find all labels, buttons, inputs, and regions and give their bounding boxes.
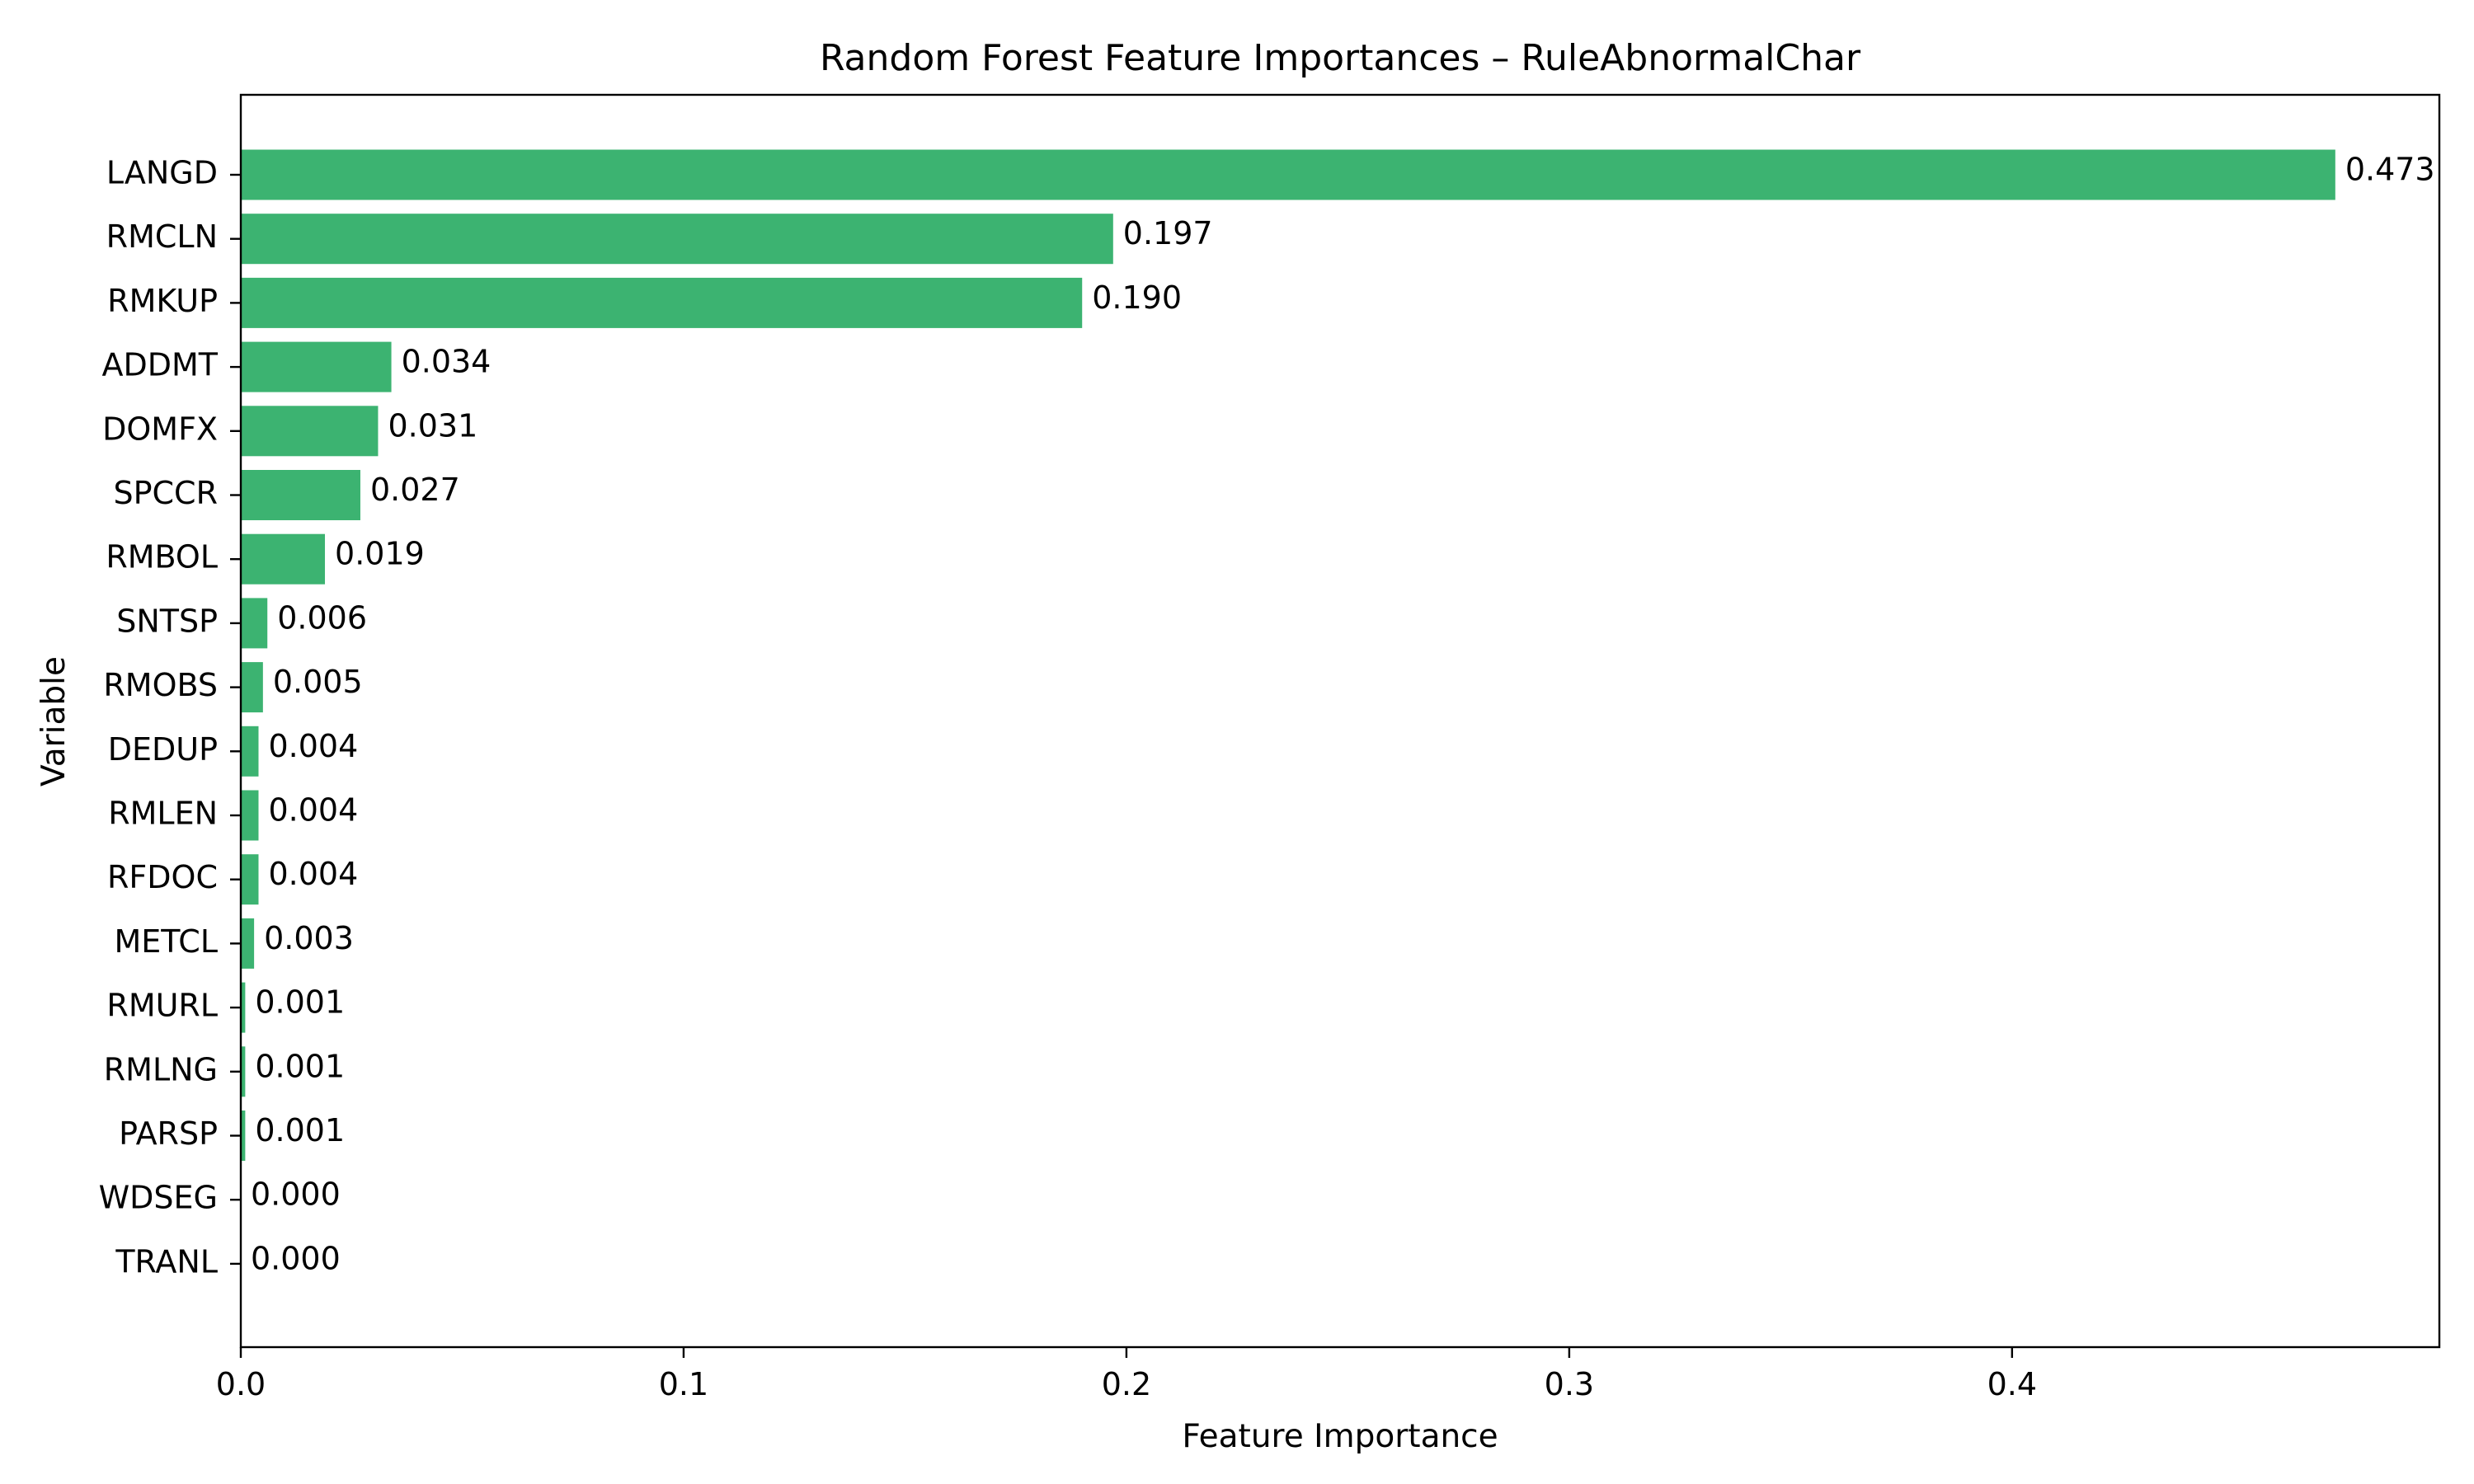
y-tick-label-rmobs: RMOBS — [103, 667, 218, 703]
value-label-dedup: 0.004 — [268, 728, 358, 764]
y-tick-label-wdseg: WDSEG — [99, 1180, 218, 1216]
value-label-rmkup: 0.190 — [1092, 279, 1182, 316]
value-label-sntsp: 0.006 — [277, 599, 367, 636]
y-tick-label-dedup: DEDUP — [108, 731, 218, 768]
y-axis-label: Variable — [35, 656, 73, 787]
bars-layer — [241, 149, 2335, 1161]
value-label-tranl: 0.000 — [251, 1240, 341, 1276]
y-tick-label-rmurl: RMURL — [106, 988, 218, 1024]
x-tick-label-3: 0.3 — [1545, 1366, 1594, 1402]
bar-dedup — [241, 726, 259, 777]
value-label-rmlen: 0.004 — [268, 792, 358, 829]
value-label-domfx: 0.031 — [388, 407, 477, 444]
y-tick-label-parsp: PARSP — [119, 1115, 218, 1152]
value-label-rmobs: 0.005 — [273, 664, 363, 700]
x-axis-label: Feature Importance — [1182, 1418, 1498, 1455]
value-label-parsp: 0.001 — [255, 1112, 345, 1148]
bar-sntsp — [241, 598, 268, 649]
y-tick-label-rmlng: RMLNG — [104, 1051, 218, 1087]
value-label-metcl: 0.003 — [264, 920, 354, 956]
y-tick-label-metcl: METCL — [115, 923, 219, 960]
y-tick-label-domfx: DOMFX — [102, 411, 218, 447]
x-tick-label-4: 0.4 — [1987, 1366, 2037, 1402]
bar-domfx — [241, 406, 379, 457]
value-label-wdseg: 0.000 — [251, 1176, 341, 1213]
bar-rmbol — [241, 533, 326, 585]
bar-metcl — [241, 918, 255, 969]
y-tick-label-tranl: TRANL — [115, 1243, 218, 1280]
value-label-rfdoc: 0.004 — [268, 856, 358, 892]
y-tick-label-rmkup: RMKUP — [107, 283, 218, 319]
value-label-rmlng: 0.001 — [255, 1048, 345, 1084]
bar-rfdoc — [241, 854, 259, 905]
value-label-addmt: 0.034 — [402, 344, 492, 380]
y-tick-label-langd: LANGD — [106, 155, 218, 191]
chart-title: Random Forest Feature Importances – Rule… — [820, 37, 1861, 79]
y-tick-label-addmt: ADDMT — [101, 347, 218, 383]
value-label-rmcln: 0.197 — [1123, 215, 1213, 251]
y-tick-label-rmcln: RMCLN — [106, 218, 218, 255]
y-tick-label-rmlen: RMLEN — [108, 796, 218, 832]
bar-spccr — [241, 470, 360, 520]
bar-rmlen — [241, 790, 259, 841]
bar-rmobs — [241, 662, 263, 713]
bar-rmurl — [241, 982, 246, 1033]
value-labels-layer: 0.473 0.197 0.190 0.034 0.031 0.027 0.019 0.006… — [251, 152, 2435, 1277]
x-tick-label-1: 0.1 — [659, 1366, 708, 1402]
y-axis: LANGD RMCLN RMKUP ADDMT DOMFX SPCCR RMBOL SNTSP… — [99, 155, 241, 1280]
value-label-spccr: 0.027 — [370, 472, 460, 508]
bar-rmcln — [241, 214, 1113, 265]
bar-addmt — [241, 341, 392, 392]
bar-rmlng — [241, 1046, 246, 1097]
x-tick-label-0: 0.0 — [216, 1366, 266, 1402]
y-tick-label-sntsp: SNTSP — [116, 603, 218, 639]
value-label-langd: 0.473 — [2345, 152, 2435, 188]
x-tick-label-2: 0.2 — [1102, 1366, 1151, 1402]
y-tick-label-spccr: SPCCR — [113, 475, 218, 511]
value-label-rmurl: 0.001 — [255, 984, 345, 1021]
y-tick-label-rfdoc: RFDOC — [107, 859, 218, 895]
value-label-rmbol: 0.019 — [335, 536, 425, 572]
x-axis: 0.0 0.1 0.2 0.3 0.4 — [216, 1347, 2037, 1402]
bar-parsp — [241, 1111, 246, 1161]
bar-langd — [241, 149, 2335, 200]
bar-rmkup — [241, 277, 1083, 328]
y-tick-label-rmbol: RMBOL — [106, 539, 218, 575]
plot-frame — [239, 93, 2441, 1349]
